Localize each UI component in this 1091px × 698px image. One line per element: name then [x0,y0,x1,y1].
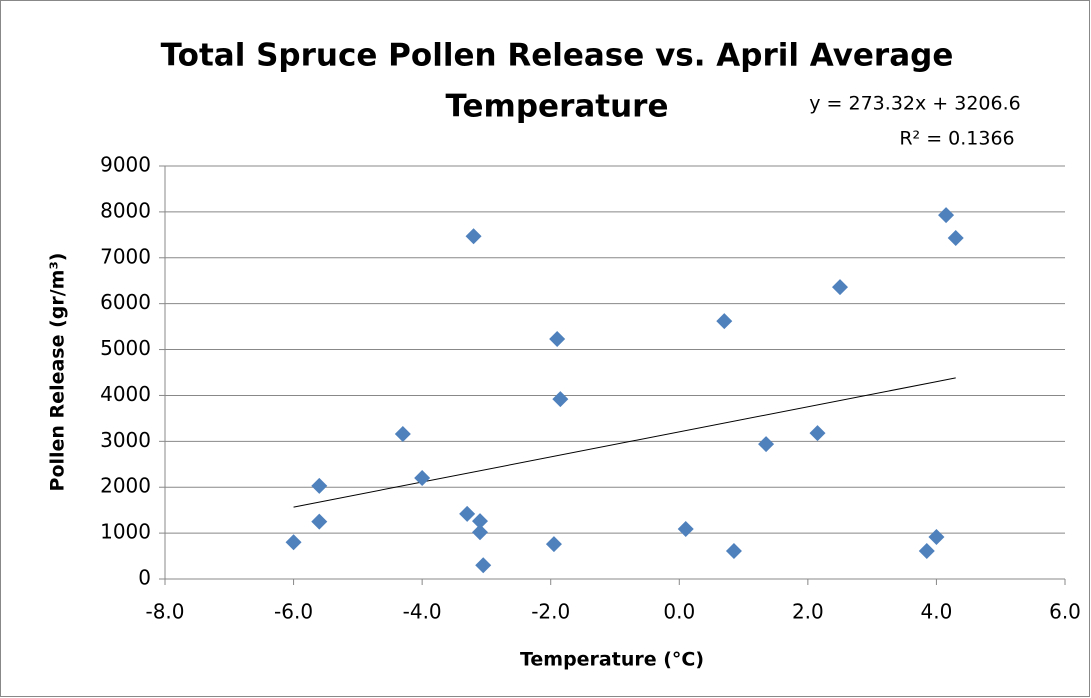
y-tick-label: 1000 [100,520,151,544]
y-tick-label: 8000 [100,198,151,222]
y-tick-label: 0 [138,566,151,590]
data-point [938,207,955,224]
data-point [459,505,476,522]
data-point [809,425,826,442]
y-tick-label: 5000 [100,336,151,360]
x-tick-label: 0.0 [663,600,695,624]
y-tick-label: 2000 [100,474,151,498]
y-tick-label: 4000 [100,382,151,406]
y-tick-label: 3000 [100,428,151,452]
y-tick-label: 9000 [100,153,151,177]
data-point [716,313,733,330]
trendline-equation: y = 273.32x + 3206.6 [809,93,1020,115]
x-tick-label: -4.0 [403,600,442,624]
y-tick-label: 7000 [100,244,151,268]
data-point [725,543,742,560]
data-point [758,436,775,453]
x-tick-label: 2.0 [792,600,824,624]
x-tick-label: 6.0 [1049,600,1081,624]
chart-title: Total Spruce Pollen Release vs. April Av… [161,38,954,74]
data-point [677,520,694,537]
x-tick-label: -6.0 [274,600,313,624]
data-point [832,279,848,296]
data-point [928,529,945,546]
trendline [293,377,956,508]
data-point [472,513,488,530]
data-point [947,230,964,247]
x-tick-label: -8.0 [145,600,184,624]
data-point [475,557,492,574]
r-squared: R² = 0.1366 [899,128,1014,150]
x-tick-label: 4.0 [921,600,953,624]
data-point [311,477,328,494]
data-point [311,513,328,530]
data-point [472,524,488,541]
data-point [918,543,935,560]
x-axis-title: Temperature (°C) [520,649,704,671]
chart-title: Temperature [446,89,669,125]
y-axis-title: Pollen Release (gr/m³) [47,253,69,492]
data-point [414,470,431,487]
data-point [545,536,562,553]
y-tick-label: 6000 [100,290,151,314]
data-point [285,534,302,551]
data-point [552,391,569,408]
x-tick-label: -2.0 [531,600,570,624]
data-point [549,331,566,348]
data-point [465,228,482,245]
data-point [394,425,411,442]
